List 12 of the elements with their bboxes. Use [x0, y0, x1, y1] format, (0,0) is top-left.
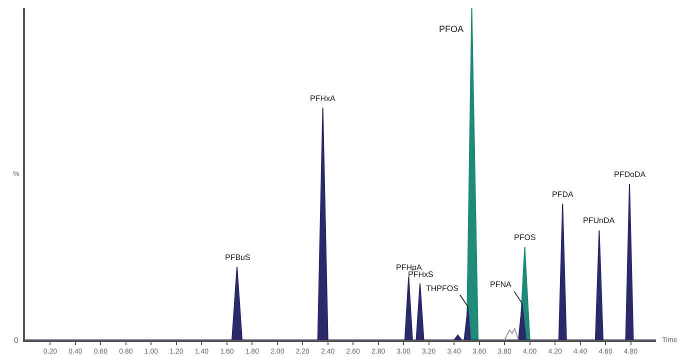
annotation: PFBuS: [225, 253, 250, 262]
annotation: PFOS: [514, 233, 536, 242]
annotation: PFDA: [552, 190, 574, 199]
annotation: PFDoDA: [614, 170, 646, 179]
annotation: PFHpA: [396, 263, 422, 272]
annotation: THPFOS: [426, 284, 458, 293]
annotation: PFNA: [490, 280, 512, 289]
text: 0: [14, 336, 19, 345]
annotation: PFOA: [439, 24, 464, 34]
annotation: PFHxS: [408, 270, 434, 279]
annotation: PFHxA: [310, 94, 336, 103]
annotation: PFUnDA: [583, 216, 616, 225]
